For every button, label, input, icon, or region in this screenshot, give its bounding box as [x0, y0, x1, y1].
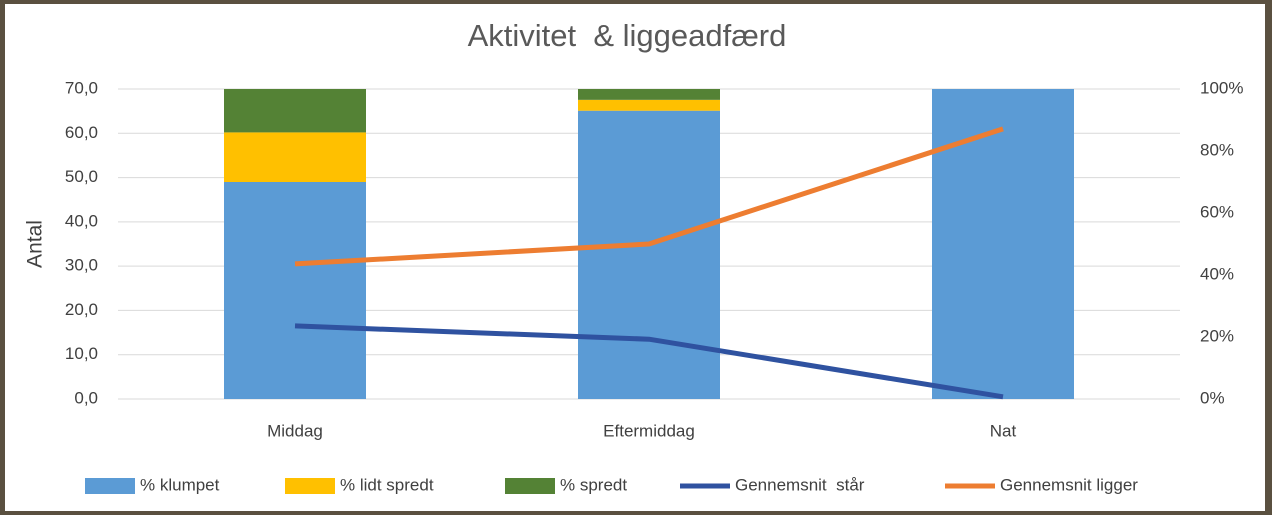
y2-tick-label: 100% [1200, 78, 1243, 97]
chart-title: Aktivitet & liggeadfærd [468, 18, 787, 53]
legend-label: % spredt [560, 475, 627, 494]
line-series [294, 126, 1004, 267]
y-tick-label: 40,0 [65, 211, 98, 230]
y2-tick-label: 80% [1200, 140, 1234, 159]
y-tick-label: 20,0 [65, 300, 98, 319]
y-tick-label: 30,0 [65, 256, 98, 275]
y-tick-label: 50,0 [65, 167, 98, 186]
y2-tick-label: 60% [1200, 202, 1234, 221]
bar-segment [578, 99, 720, 111]
legend-label: % klumpet [140, 475, 220, 494]
x-tick-label: Nat [990, 421, 1017, 440]
line-series [294, 323, 1004, 400]
x-tick-label: Eftermiddag [603, 421, 695, 440]
y2-tick-label: 0% [1200, 388, 1225, 407]
bar-segment [224, 182, 366, 399]
legend-label: % lidt spredt [340, 475, 434, 494]
bar-segment [932, 89, 1074, 399]
y2-tick-label: 40% [1200, 264, 1234, 283]
y-tick-label: 0,0 [74, 388, 98, 407]
bar-segment [578, 89, 720, 100]
legend-swatch [505, 478, 555, 494]
legend-label: Gennemsnit står [735, 475, 865, 494]
legend-swatch [85, 478, 135, 494]
bar-segment [578, 110, 720, 399]
y2-tick-label: 20% [1200, 326, 1234, 345]
y-tick-label: 60,0 [65, 123, 98, 142]
y-tick-label: 70,0 [65, 78, 98, 97]
legend-swatch [285, 478, 335, 494]
y-axis-label: Antal [24, 220, 47, 268]
legend-label: Gennemsnit ligger [1000, 475, 1138, 494]
bar-segment [224, 89, 366, 133]
y-tick-label: 10,0 [65, 344, 98, 363]
bar-segment [224, 132, 366, 182]
x-tick-label: Middag [267, 421, 323, 440]
